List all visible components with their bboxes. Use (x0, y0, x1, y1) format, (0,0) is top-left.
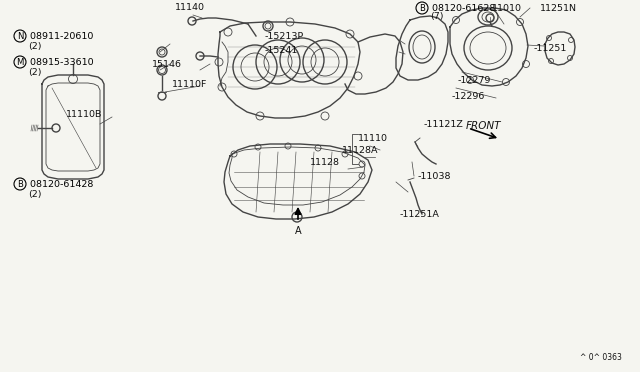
Text: 11110F: 11110F (172, 80, 207, 89)
Text: N: N (17, 32, 23, 41)
Text: 08120-61628: 08120-61628 (429, 3, 495, 13)
Text: 08120-61428: 08120-61428 (27, 180, 93, 189)
Text: 08915-33610: 08915-33610 (27, 58, 93, 67)
Text: ^ 0^ 0363: ^ 0^ 0363 (580, 353, 622, 362)
Text: 11128A: 11128A (342, 145, 378, 154)
Text: A: A (294, 226, 301, 236)
Text: 11010: 11010 (492, 3, 522, 13)
Text: 11251N: 11251N (540, 3, 577, 13)
Text: M: M (16, 58, 24, 67)
Text: 11128: 11128 (310, 157, 340, 167)
Text: 11110B: 11110B (66, 109, 102, 119)
Text: -11251: -11251 (534, 44, 568, 52)
Text: 11110: 11110 (358, 134, 388, 142)
Text: (2): (2) (28, 42, 42, 51)
Text: -11121Z: -11121Z (424, 119, 464, 128)
Text: (7): (7) (430, 12, 444, 20)
Text: -15241: -15241 (265, 45, 298, 55)
Text: FRONT: FRONT (466, 121, 502, 131)
Text: -15213P: -15213P (265, 32, 304, 41)
Text: B: B (419, 3, 425, 13)
Text: 08911-20610: 08911-20610 (27, 32, 93, 41)
Text: B: B (17, 180, 23, 189)
Text: 11140: 11140 (175, 3, 205, 12)
Text: -11251A: -11251A (400, 209, 440, 218)
Text: -12296: -12296 (452, 92, 485, 100)
Text: 15146: 15146 (152, 60, 182, 68)
Text: -11038: -11038 (418, 171, 451, 180)
Text: (2): (2) (28, 67, 42, 77)
Text: (2): (2) (28, 189, 42, 199)
Text: -12279: -12279 (458, 76, 492, 84)
